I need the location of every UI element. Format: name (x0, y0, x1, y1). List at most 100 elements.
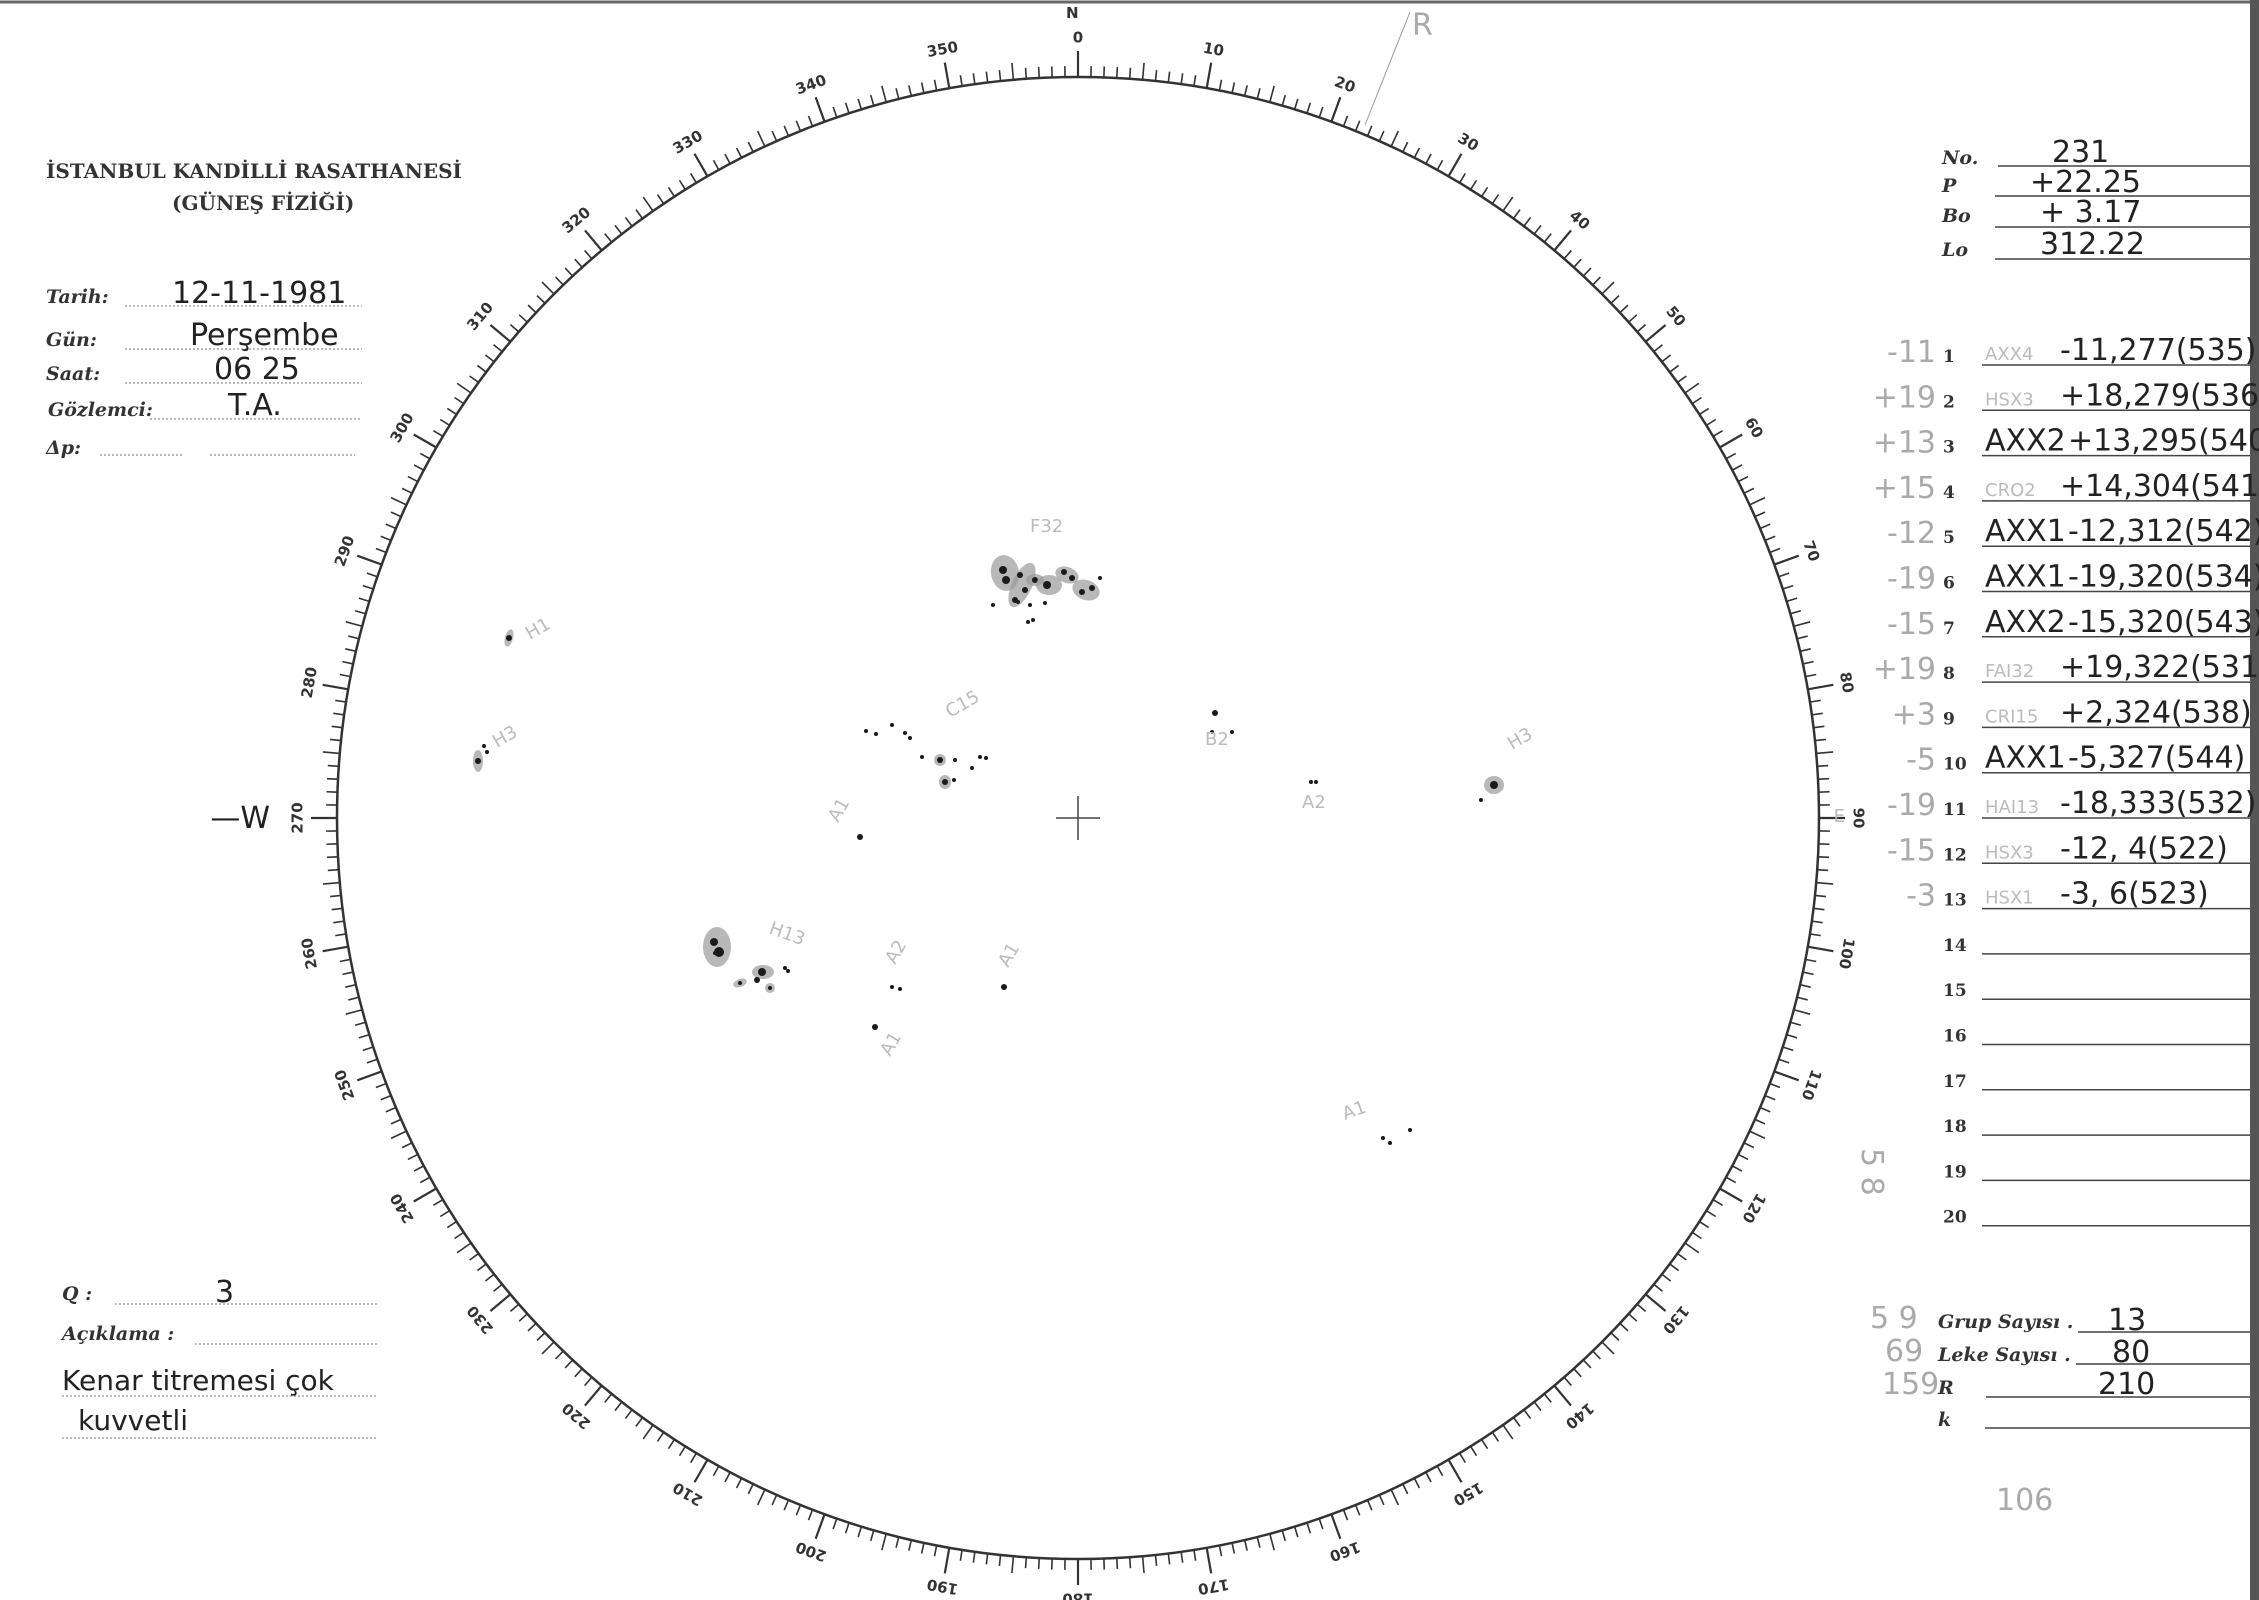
degree-tick (419, 452, 431, 460)
degree-tick (1816, 751, 1834, 755)
degree-tick (345, 648, 357, 653)
degree-tick (1719, 433, 1743, 449)
degree-tick (1699, 407, 1710, 416)
degree-tick (541, 1341, 555, 1355)
group-row: -15 7 AXX2 -15,320(543) (1887, 605, 2259, 642)
degree-tick (1011, 1556, 1015, 1574)
degree-tick (972, 73, 976, 85)
spot-group-label: A2 (1302, 792, 1326, 813)
degree-tick (712, 159, 720, 171)
group-class: AXX2 (1985, 605, 2066, 640)
degree-tick (985, 1553, 989, 1565)
sunspot-umbra (1212, 710, 1218, 716)
degree-tick (358, 1033, 370, 1039)
degree-tick (881, 1533, 887, 1551)
field-label: Δp: (45, 437, 81, 459)
degree-tick (413, 1165, 425, 1172)
degree-tick (832, 106, 838, 118)
degree-tick (1425, 1471, 1432, 1483)
degree-tick (342, 660, 354, 665)
row-number: 9 (1943, 709, 1955, 729)
observation-fields: Tarih: 12-11-1981 Gün: Perşembe Saat: 06… (45, 276, 362, 459)
degree-tick (1754, 1118, 1766, 1125)
sunspot-umbra (714, 947, 724, 957)
sunspot-umbra (1069, 575, 1075, 581)
degree-tick (333, 920, 345, 924)
sunspot-umbra (1230, 730, 1234, 734)
degree-tick (1749, 496, 1766, 506)
degree-tick (469, 375, 479, 384)
pencil-latitude: -19 (1887, 788, 1936, 823)
degree-tick (446, 1220, 457, 1229)
sunspot-umbra (506, 635, 512, 641)
sunspot-umbra (1022, 587, 1028, 593)
group-entry: -19,320(534) (2068, 560, 2259, 595)
degree-tick (1778, 1058, 1790, 1064)
degree-tick (1743, 1142, 1755, 1149)
degree-tick (1024, 1557, 1028, 1569)
sunspot-umbra (872, 1024, 878, 1030)
degree-tick (783, 125, 790, 137)
field-delta-p: Δp: (45, 437, 355, 459)
degree-tick (656, 1431, 665, 1442)
degree-tick (527, 1322, 537, 1332)
degree-tick (493, 344, 503, 353)
row-number: 1 (1943, 347, 1955, 367)
degree-tick (1796, 635, 1808, 640)
group-row: 17 (1943, 1072, 2250, 1092)
degree-tick (1809, 699, 1821, 703)
degree-tick (1769, 1082, 1781, 1089)
group-row: +19 8 FAI32 +19,322(531) (1873, 650, 2259, 687)
degree-tick (1480, 1439, 1489, 1450)
degree-tick (574, 258, 583, 268)
row-number: 6 (1943, 574, 1955, 594)
pencil-latitude: +19 (1873, 652, 1936, 687)
degree-tick (712, 1465, 720, 1477)
degree-tick (735, 1477, 743, 1489)
degree-tick (476, 1263, 487, 1272)
degree-tick (1563, 249, 1572, 260)
degree-tick (1523, 216, 1532, 227)
sunspot-umbra (475, 758, 481, 764)
degree-tick (959, 75, 963, 87)
sunspot-penumbra (703, 927, 731, 967)
degree-tick (1553, 229, 1572, 252)
degree-tick (518, 314, 528, 323)
row-number: 8 (1943, 664, 1955, 684)
degree-tick (1684, 382, 1700, 394)
group-class: AXX1 (1985, 741, 2066, 776)
degree-tick (1799, 983, 1811, 988)
degree-tick (509, 1303, 520, 1312)
degree-tick (1167, 1553, 1171, 1565)
degree-tick (439, 1209, 451, 1218)
degree-tick (1024, 67, 1028, 79)
degree-tick (348, 996, 360, 1001)
sunspot-umbra (920, 755, 924, 759)
degree-label: 180 (1062, 1590, 1093, 1600)
degree-tick (390, 1130, 407, 1140)
field-value: Perşembe (190, 318, 339, 353)
quality-value: 3 (215, 1275, 234, 1310)
degree-tick (642, 196, 654, 212)
degree-label: 50 (1662, 303, 1689, 331)
degree-tick (1402, 141, 1409, 153)
param-value-lo: 312.22 (2040, 227, 2145, 262)
degree-tick (998, 1554, 1002, 1566)
field-observer: Gözlemci: T.A. (48, 388, 362, 423)
field-value: T.A. (227, 388, 282, 423)
degree-tick (1691, 396, 1702, 405)
degree-tick (1653, 1283, 1663, 1292)
row-number: 13 (1943, 891, 1967, 911)
degree-tick (1619, 1322, 1629, 1332)
row-number: 7 (1943, 619, 1955, 639)
degree-tick (555, 1350, 564, 1360)
row-number: 3 (1943, 438, 1955, 458)
sunspot-umbra (1031, 618, 1035, 622)
degree-label: 80 (1836, 671, 1857, 695)
degree-tick (943, 1547, 951, 1574)
degree-tick (1661, 1273, 1672, 1282)
degree-tick (407, 475, 419, 483)
degree-tick (584, 1376, 593, 1387)
degree-tick (1628, 1313, 1638, 1322)
degree-tick (1817, 855, 1830, 859)
